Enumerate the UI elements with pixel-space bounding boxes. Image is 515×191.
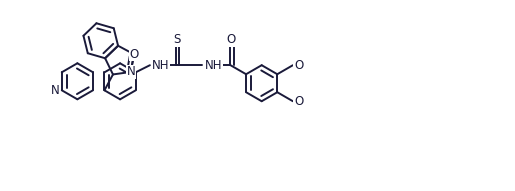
Text: NH: NH (204, 59, 222, 72)
Text: O: O (129, 48, 139, 61)
Text: N: N (50, 84, 59, 97)
Text: NH: NH (152, 59, 170, 72)
Text: O: O (294, 59, 303, 72)
Text: O: O (294, 95, 303, 108)
Text: O: O (226, 33, 235, 46)
Text: S: S (173, 33, 180, 46)
Text: N: N (126, 66, 135, 79)
